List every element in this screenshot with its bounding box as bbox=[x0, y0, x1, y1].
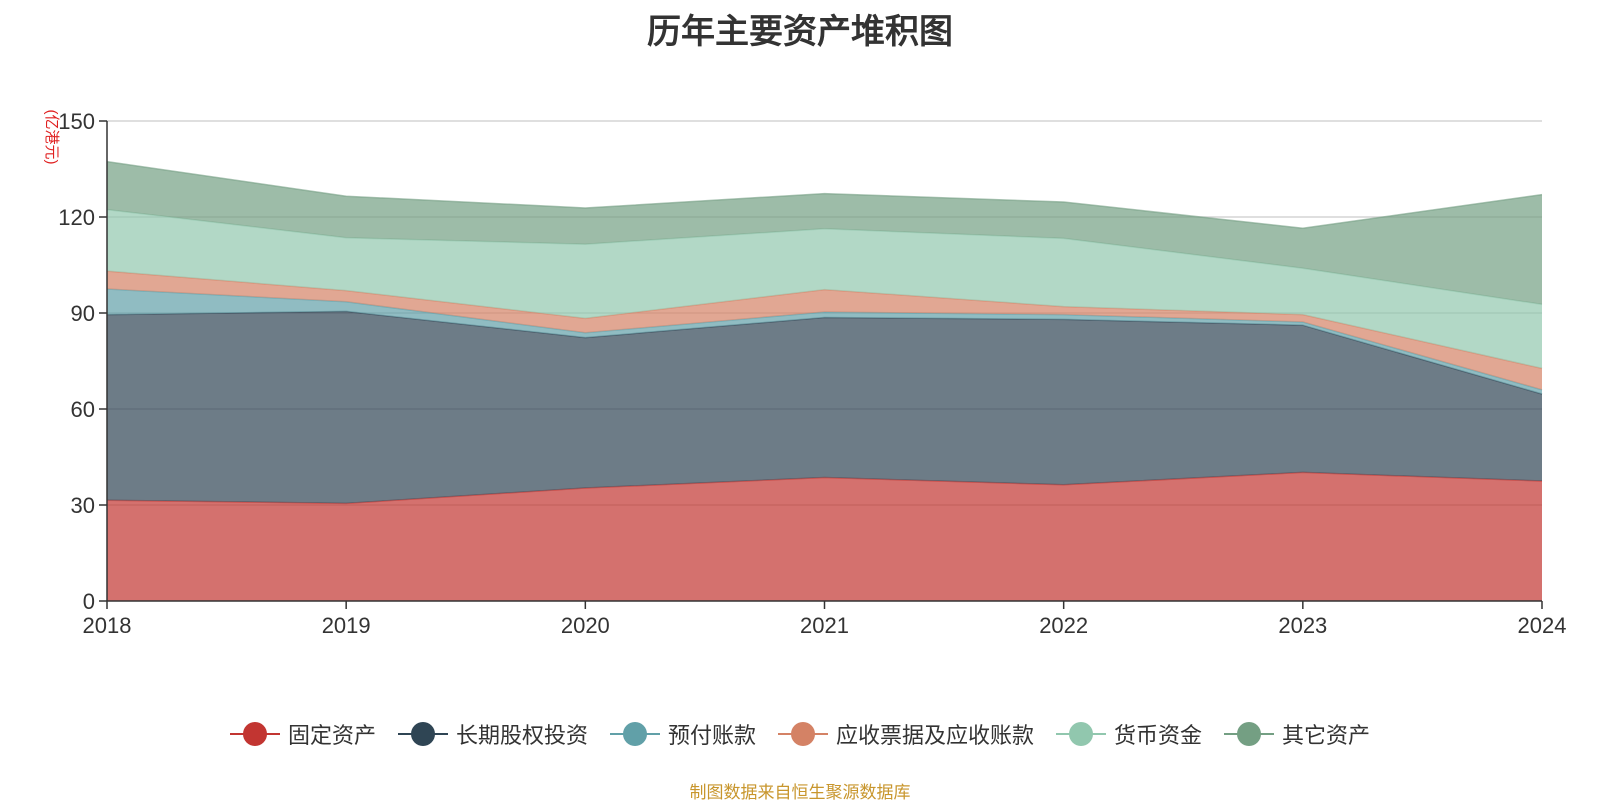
legend-marker-icon bbox=[1056, 722, 1107, 746]
x-tick-label: 2021 bbox=[800, 613, 849, 638]
legend: 固定资产 长期股权投资 预付账款 应收票据及应收账款 货币资金 其它资产 bbox=[0, 718, 1600, 750]
area-5 bbox=[107, 209, 1542, 369]
legend-marker-icon bbox=[609, 722, 660, 746]
legend-label: 应收票据及应收账款 bbox=[836, 724, 1035, 749]
area-1 bbox=[107, 472, 1542, 601]
y-tick-label: 90 bbox=[71, 301, 95, 326]
source-note: 制图数据来自恒生聚源数据库 bbox=[689, 783, 911, 803]
y-tick-label: 120 bbox=[58, 205, 95, 230]
legend-marker-icon bbox=[1224, 722, 1275, 746]
legend-label: 货币资金 bbox=[1114, 724, 1203, 749]
y-tick-label: 60 bbox=[71, 397, 95, 422]
area-6 bbox=[107, 161, 1542, 305]
x-tick-label: 2020 bbox=[561, 613, 610, 638]
legend-label: 预付账款 bbox=[667, 724, 756, 749]
x-tick-label: 2018 bbox=[83, 613, 132, 638]
area-2 bbox=[107, 311, 1542, 504]
legend-marker-icon bbox=[397, 722, 448, 746]
y-tick-label: 150 bbox=[58, 109, 95, 134]
y-tick-label: 0 bbox=[83, 589, 95, 614]
y-tick-label: 30 bbox=[71, 493, 95, 518]
legend-label: 长期股权投资 bbox=[455, 724, 588, 749]
legend-marker-icon bbox=[778, 722, 828, 746]
legend-item-6[interactable]: 其它资产 bbox=[1224, 718, 1370, 750]
legend-item-3[interactable]: 预付账款 bbox=[609, 718, 756, 750]
x-tick-label: 2024 bbox=[1518, 613, 1567, 638]
x-tick-label: 2023 bbox=[1278, 613, 1327, 638]
legend-label: 其它资产 bbox=[1282, 724, 1371, 749]
y-axis-label: (亿港元) bbox=[43, 110, 60, 165]
area-3 bbox=[107, 289, 1542, 394]
legend-item-4[interactable]: 应收票据及应收账款 bbox=[778, 718, 1034, 750]
area-series bbox=[106, 160, 1543, 601]
axes: 0 30 60 90 120 150 2018 2019 2020 2021 2022 2023 202… bbox=[58, 109, 1566, 638]
legend-item-5[interactable]: 货币资金 bbox=[1056, 718, 1202, 750]
x-tick-label: 2022 bbox=[1039, 613, 1088, 638]
legend-label: 固定资产 bbox=[287, 724, 376, 749]
chart-title: 历年主要资产堆积图 bbox=[647, 12, 953, 52]
x-tick-label: 2019 bbox=[322, 613, 371, 638]
legend-item-2[interactable]: 长期股权投资 bbox=[397, 718, 588, 750]
legend-marker-icon bbox=[229, 722, 280, 746]
area-line-6 bbox=[106, 160, 1543, 229]
legend-item-1[interactable]: 固定资产 bbox=[229, 718, 376, 750]
